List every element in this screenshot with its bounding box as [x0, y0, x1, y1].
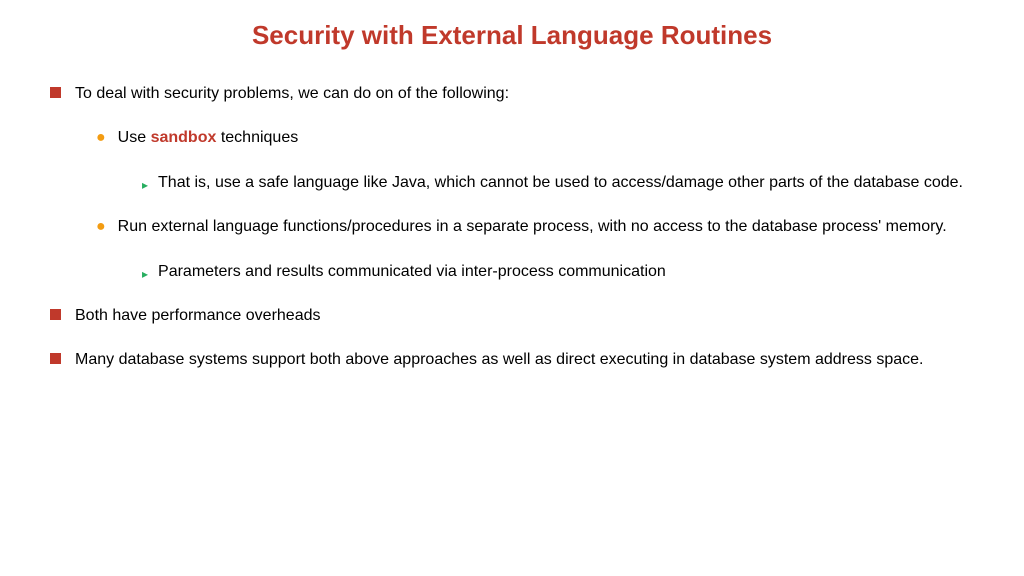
slide-title: Security with External Language Routines: [50, 20, 974, 51]
bullet-item: ▸ That is, use a safe language like Java,…: [142, 168, 974, 198]
bullet-text: Both have performance overheads: [75, 301, 974, 331]
bullet-text: Parameters and results communicated via …: [158, 257, 974, 287]
bullet-item: Many database systems support both above…: [50, 345, 974, 375]
slide-body: To deal with security problems, we can d…: [50, 79, 974, 376]
bold-term: sandbox: [151, 129, 217, 146]
bullet-text: To deal with security problems, we can d…: [75, 79, 974, 109]
bullet-item: To deal with security problems, we can d…: [50, 79, 974, 109]
square-bullet-icon: [50, 353, 61, 364]
circle-bullet-icon: ●: [96, 123, 106, 153]
bullet-item: ● Use sandbox techniques: [96, 123, 974, 153]
square-bullet-icon: [50, 87, 61, 98]
bullet-text: That is, use a safe language like Java, …: [158, 168, 974, 198]
bullet-text: Use sandbox techniques: [118, 123, 974, 153]
bullet-item: ▸ Parameters and results communicated via…: [142, 257, 974, 287]
square-bullet-icon: [50, 309, 61, 320]
triangle-bullet-icon: ▸: [142, 263, 148, 286]
bullet-item: ● Run external language functions/procedu…: [96, 212, 974, 242]
bullet-text: Many database systems support both above…: [75, 345, 974, 375]
bullet-text: Run external language functions/procedur…: [118, 212, 974, 242]
triangle-bullet-icon: ▸: [142, 174, 148, 197]
circle-bullet-icon: ●: [96, 212, 106, 242]
bullet-item: Both have performance overheads: [50, 301, 974, 331]
